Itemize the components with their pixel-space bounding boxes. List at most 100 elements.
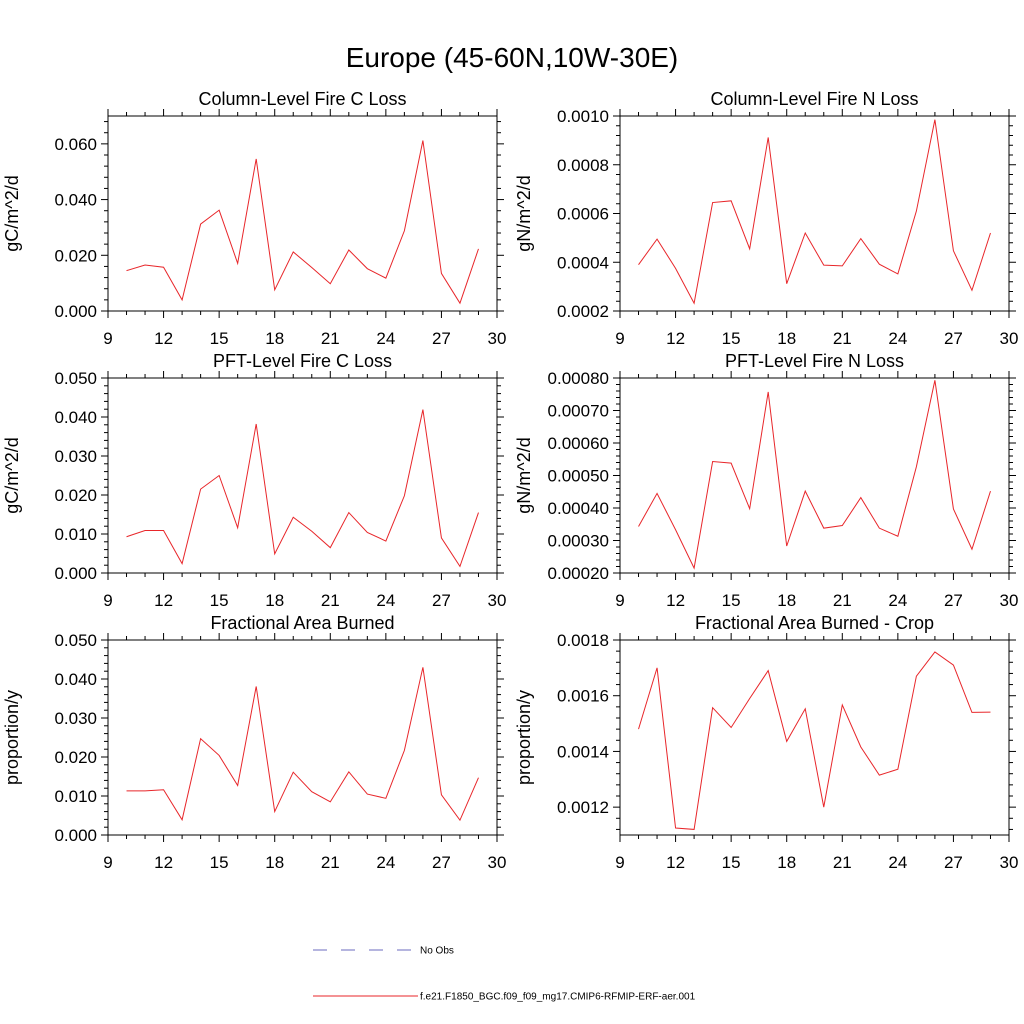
y-tick-label: 0.000 <box>54 826 97 845</box>
x-tick-label: 9 <box>615 329 624 348</box>
x-tick-label: 21 <box>321 853 340 872</box>
y-axis-label: gN/m^2/d <box>514 437 534 513</box>
plot-frame <box>619 115 1010 312</box>
x-tick-label: 27 <box>432 329 451 348</box>
x-tick-label: 15 <box>210 853 229 872</box>
x-tick-label: 24 <box>888 329 907 348</box>
x-tick-label: 30 <box>488 853 507 872</box>
panel-title: Column-Level Fire N Loss <box>710 89 918 109</box>
y-tick-label: 0.050 <box>54 369 97 388</box>
y-tick-label: 0.0012 <box>557 798 609 817</box>
chart-panel-1: Column-Level Fire C Loss gC/m^2/d 9 12 15 18 2… <box>2 89 506 348</box>
series-line <box>126 140 479 305</box>
x-tick-label: 9 <box>103 853 112 872</box>
x-tick-label: 24 <box>888 853 907 872</box>
plot-frame <box>107 377 498 574</box>
x-tick-label: 30 <box>1000 853 1019 872</box>
chart-panel-2: Column-Level Fire N Loss gN/m^2/d 9 12 15 18 2… <box>514 89 1018 348</box>
y-tick-label: 0.040 <box>54 670 97 689</box>
y-axis-label: proportion/y <box>2 690 22 785</box>
y-tick-label: 0.0014 <box>557 742 609 761</box>
y-tick-label: 0.010 <box>54 525 97 544</box>
x-tick-label: 12 <box>154 591 173 610</box>
y-tick-label: 0.0016 <box>557 687 609 706</box>
y-tick-label: 0.020 <box>54 486 97 505</box>
x-tick-label: 12 <box>666 853 685 872</box>
x-tick-label: 30 <box>488 591 507 610</box>
series-line <box>638 651 991 830</box>
y-axis-label: gC/m^2/d <box>2 175 22 251</box>
x-tick-label: 27 <box>944 853 963 872</box>
y-tick-label: 0.00030 <box>548 532 609 551</box>
x-tick-label: 18 <box>777 591 796 610</box>
x-tick-label: 18 <box>265 591 284 610</box>
x-tick-label: 24 <box>888 591 907 610</box>
y-tick-label: 0.020 <box>54 748 97 767</box>
y-axis-label: gC/m^2/d <box>2 437 22 513</box>
y-tick-label: 0.00040 <box>548 499 609 518</box>
x-tick-label: 24 <box>376 853 395 872</box>
chart-panel-4: PFT-Level Fire N Loss gN/m^2/d 9 12 15 18 21 24… <box>514 351 1018 610</box>
x-tick-label: 15 <box>210 329 229 348</box>
y-tick-label: 0.010 <box>54 787 97 806</box>
panel-title: PFT-Level Fire N Loss <box>725 351 904 371</box>
series-line <box>638 119 991 305</box>
plot-frame <box>107 639 498 836</box>
x-tick-label: 21 <box>321 591 340 610</box>
y-tick-label: 0.00070 <box>548 402 609 421</box>
y-tick-label: 0.0018 <box>557 631 609 650</box>
x-tick-label: 15 <box>210 591 229 610</box>
y-tick-label: 0.00060 <box>548 434 609 453</box>
y-tick-label: 0.00050 <box>548 467 609 486</box>
panel-title: Fractional Area Burned - Crop <box>695 613 934 633</box>
y-tick-label: 0.0008 <box>557 156 609 175</box>
x-tick-label: 18 <box>777 329 796 348</box>
panel-title: Fractional Area Burned <box>210 613 394 633</box>
y-tick-label: 0.0010 <box>557 107 609 126</box>
plot-frame <box>107 115 498 312</box>
series-line <box>638 380 991 570</box>
x-tick-label: 27 <box>944 329 963 348</box>
y-tick-label: 0.0004 <box>557 253 609 272</box>
x-tick-label: 21 <box>833 329 852 348</box>
y-tick-label: 0.00080 <box>548 369 609 388</box>
x-tick-label: 30 <box>1000 591 1019 610</box>
y-tick-label: 0.050 <box>54 631 97 650</box>
y-tick-label: 0.060 <box>54 135 97 154</box>
x-tick-label: 18 <box>265 853 284 872</box>
x-tick-label: 9 <box>103 591 112 610</box>
legend-label: f.e21.F1850_BGC.f09_f09_mg17.CMIP6-RFMIP… <box>420 992 696 1003</box>
legend: No Obs f.e21.F1850_BGC.f09_f09_mg17.CMIP6… <box>313 946 696 1003</box>
y-tick-label: 0.020 <box>54 246 97 265</box>
x-tick-label: 27 <box>944 591 963 610</box>
x-tick-label: 12 <box>666 329 685 348</box>
x-tick-label: 12 <box>666 591 685 610</box>
series-line <box>126 667 479 822</box>
x-tick-label: 24 <box>376 591 395 610</box>
x-tick-label: 15 <box>722 329 741 348</box>
y-tick-label: 0.030 <box>54 709 97 728</box>
x-tick-label: 27 <box>432 591 451 610</box>
x-tick-label: 27 <box>432 853 451 872</box>
x-tick-label: 9 <box>615 591 624 610</box>
x-tick-label: 9 <box>615 853 624 872</box>
y-axis-label: proportion/y <box>514 690 534 785</box>
x-tick-label: 12 <box>154 329 173 348</box>
plot-frame <box>619 377 1010 574</box>
plot-frame <box>619 639 1010 836</box>
x-tick-label: 18 <box>265 329 284 348</box>
figure-title: Europe (45-60N,10W-30E) <box>346 42 679 73</box>
x-tick-label: 30 <box>1000 329 1019 348</box>
x-tick-label: 21 <box>833 591 852 610</box>
chart-panel-5: Fractional Area Burned proportion/y 9 12 15 1… <box>2 613 506 872</box>
y-tick-label: 0.0002 <box>557 302 609 321</box>
x-tick-label: 9 <box>103 329 112 348</box>
x-tick-label: 30 <box>488 329 507 348</box>
chart-panel-6: Fractional Area Burned - Crop proportion/… <box>514 613 1018 872</box>
y-tick-label: 0.030 <box>54 447 97 466</box>
y-tick-label: 0.040 <box>54 408 97 427</box>
y-tick-label: 0.000 <box>54 302 97 321</box>
x-tick-label: 21 <box>833 853 852 872</box>
chart-panel-3: PFT-Level Fire C Loss gC/m^2/d 9 12 15 18 21 24… <box>2 351 506 610</box>
